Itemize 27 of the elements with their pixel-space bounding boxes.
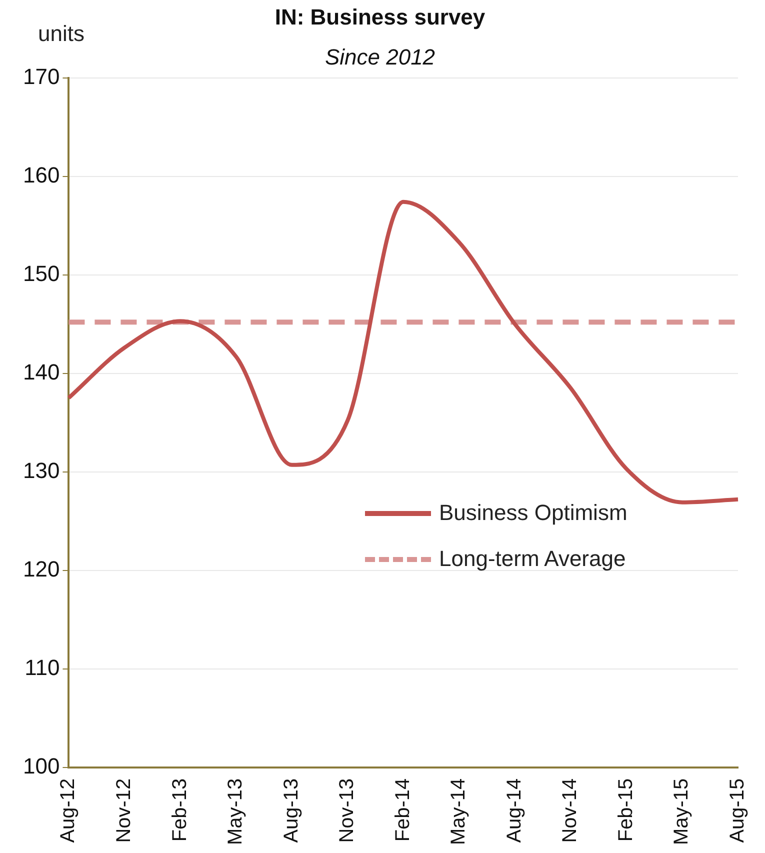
chart-title: IN: Business survey	[274, 4, 486, 30]
x-tick-label: Nov-13	[336, 778, 358, 843]
x-tick-label: Feb-15	[614, 778, 637, 842]
x-tick-label: May-14	[448, 778, 470, 846]
y-tick-label: 130	[22, 458, 60, 483]
y-axis-title: units	[38, 20, 84, 46]
x-tick-label: Aug-14	[503, 778, 526, 843]
x-tick-label: Feb-14	[392, 778, 414, 842]
x-tick-label: Nov-14	[559, 778, 582, 843]
x-tick-label: May-15	[670, 778, 693, 846]
y-tick-label: 120	[22, 556, 60, 582]
y-tick-label: 170	[22, 64, 60, 89]
y-tick-label: 110	[24, 654, 60, 680]
x-tick-label: Aug-15	[726, 778, 749, 843]
x-tick-label: Aug-13	[280, 778, 302, 843]
y-tick-label: 160	[22, 162, 60, 188]
x-tick-label: May-13	[224, 778, 247, 846]
x-tick-label: Nov-12	[112, 778, 135, 843]
y-tick-label: 140	[22, 359, 60, 384]
legend-label: Business Optimism	[439, 500, 628, 526]
line-series	[66, 200, 740, 504]
y-tick-label: 100	[22, 753, 60, 778]
chart-subtitle: Since 2012	[324, 44, 436, 70]
x-tick-label: Feb-13	[168, 778, 191, 842]
x-tick-label: Aug-12	[57, 778, 80, 843]
legend-label: Long-term Average	[439, 546, 626, 572]
y-tick-label: 150	[22, 260, 60, 286]
